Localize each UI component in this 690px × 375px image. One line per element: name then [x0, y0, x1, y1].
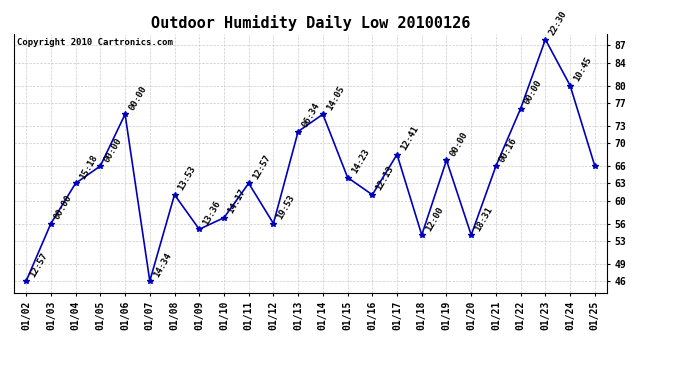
Text: 12:41: 12:41: [399, 124, 420, 152]
Text: 19:53: 19:53: [275, 194, 297, 221]
Title: Outdoor Humidity Daily Low 20100126: Outdoor Humidity Daily Low 20100126: [151, 15, 470, 31]
Text: 14:05: 14:05: [325, 84, 346, 112]
Text: 12:57: 12:57: [250, 153, 272, 181]
Text: 12:57: 12:57: [28, 251, 50, 279]
Text: Copyright 2010 Cartronics.com: Copyright 2010 Cartronics.com: [17, 38, 172, 46]
Text: 00:00: 00:00: [448, 130, 470, 158]
Text: 22:30: 22:30: [547, 9, 569, 37]
Text: 15:18: 15:18: [77, 153, 99, 181]
Text: 18:31: 18:31: [473, 205, 495, 233]
Text: 14:34: 14:34: [152, 251, 173, 279]
Text: 12:13: 12:13: [374, 165, 395, 192]
Text: 00:00: 00:00: [127, 84, 148, 112]
Text: 06:34: 06:34: [300, 101, 322, 129]
Text: 10:45: 10:45: [572, 56, 593, 83]
Text: 00:00: 00:00: [102, 136, 124, 164]
Text: 13:36: 13:36: [201, 199, 222, 227]
Text: 14:17: 14:17: [226, 188, 247, 216]
Text: 00:00: 00:00: [522, 78, 544, 106]
Text: 00:16: 00:16: [498, 136, 519, 164]
Text: 14:23: 14:23: [350, 147, 371, 175]
Text: 00:00: 00:00: [53, 194, 74, 221]
Text: 12:00: 12:00: [424, 205, 445, 233]
Text: 13:53: 13:53: [177, 165, 198, 192]
